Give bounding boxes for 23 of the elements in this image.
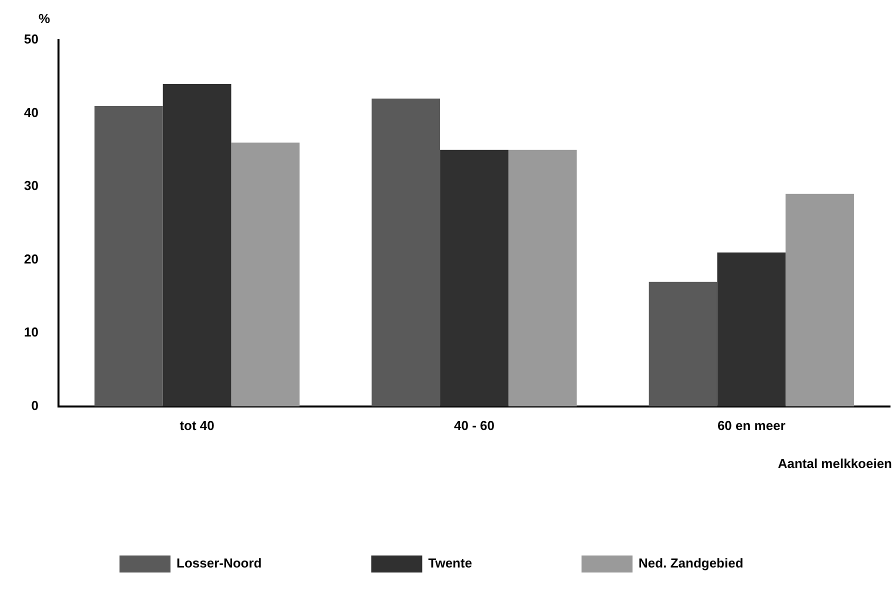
legend-label: Ned. Zandgebied xyxy=(638,556,744,571)
y-tick-label: 50 xyxy=(24,32,38,47)
y-tick-label: 30 xyxy=(24,178,38,194)
bar xyxy=(94,106,163,406)
bar xyxy=(372,98,440,406)
bar xyxy=(786,194,854,406)
x-tick-label: tot 40 xyxy=(180,418,214,433)
bar xyxy=(231,142,300,406)
y-tick-label: 20 xyxy=(24,251,38,266)
legend-label: Twente xyxy=(428,556,472,571)
bar xyxy=(648,282,718,406)
y-axis-title: % xyxy=(38,11,50,26)
legend-label: Losser-Noord xyxy=(176,556,262,571)
bar xyxy=(717,252,786,406)
y-tick-label: 0 xyxy=(31,398,38,413)
y-tick-label: 40 xyxy=(24,104,38,120)
x-axis-title: Aantal melkkoeien xyxy=(778,456,892,472)
bar xyxy=(440,150,508,406)
y-tick-label: 10 xyxy=(24,324,38,340)
x-tick-label: 40 - 60 xyxy=(454,418,494,433)
x-tick-label: 60 en meer xyxy=(717,418,786,433)
bar xyxy=(508,150,577,406)
bar xyxy=(162,84,232,406)
